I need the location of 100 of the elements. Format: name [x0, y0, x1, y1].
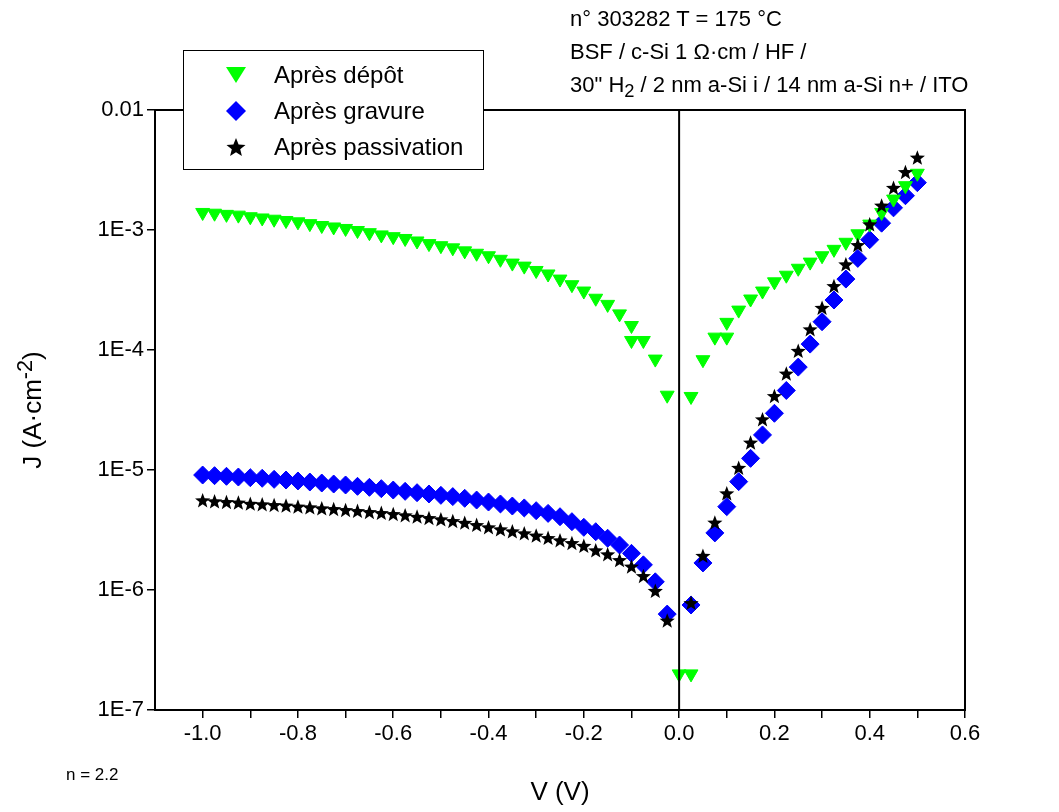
x-tick-label: 0.4: [854, 720, 885, 746]
point: [373, 505, 389, 521]
point: [397, 507, 413, 523]
point: [621, 543, 641, 563]
point: [586, 522, 606, 542]
point: [753, 425, 772, 445]
point: [588, 543, 604, 558]
point: [504, 524, 520, 539]
text: n = 2.2: [66, 765, 119, 785]
point: [610, 535, 630, 555]
point: [647, 583, 663, 599]
point: [848, 248, 868, 268]
x-tick-label: -0.8: [278, 720, 317, 746]
text: BSF / c-Si 1 Ω·cm / HF /: [570, 39, 807, 65]
point: [729, 472, 749, 492]
text: n° 303282 T = 175 °C: [570, 6, 782, 32]
point: [598, 528, 618, 548]
point: [623, 559, 640, 574]
point: [802, 321, 818, 337]
point: [874, 198, 890, 213]
point: [433, 512, 449, 527]
y-tick-label: 1E-7: [97, 696, 144, 722]
point: [897, 164, 914, 180]
point: [909, 150, 925, 165]
point: [717, 497, 737, 517]
point: [528, 528, 544, 543]
point: [326, 501, 342, 517]
point: [266, 497, 282, 513]
x-tick-label: -1.0: [183, 720, 222, 746]
point: [611, 552, 628, 568]
text: 30" H$_{2}$ / 2 nm a-Si i / 14 nm a-Si n+ / ITO: [570, 72, 969, 103]
point: [659, 613, 675, 628]
point: [349, 503, 366, 519]
point: [742, 435, 759, 450]
point: [490, 494, 510, 514]
point: [421, 510, 437, 526]
point: [824, 290, 844, 310]
point: [778, 366, 794, 381]
point: [764, 403, 784, 423]
point: [731, 460, 747, 475]
point: [538, 503, 558, 523]
point: [564, 535, 580, 551]
point: [550, 507, 570, 527]
point: [814, 300, 830, 315]
point: [776, 380, 796, 400]
point: [836, 269, 856, 289]
point: [337, 502, 354, 518]
point: [314, 501, 330, 516]
point: [206, 494, 223, 509]
point: [195, 492, 211, 508]
point: [385, 506, 401, 522]
legend-label: Après gravure: [274, 96, 425, 126]
y-tick-label: 0.01: [101, 96, 144, 122]
point: [719, 486, 735, 501]
point: [707, 515, 723, 530]
point: [218, 494, 235, 510]
point: [302, 500, 318, 515]
point: [290, 499, 306, 514]
point: [254, 496, 270, 512]
point: [576, 538, 592, 554]
point: [633, 555, 653, 575]
point: [552, 533, 568, 548]
point: [574, 517, 594, 537]
y-tick-label: 1E-3: [97, 216, 144, 242]
point: [445, 513, 461, 529]
point: [502, 496, 522, 516]
point: [278, 498, 294, 513]
y-tick-label: 1E-4: [97, 336, 144, 362]
x-tick-label: 0.0: [663, 720, 695, 746]
point: [635, 568, 651, 584]
point: [242, 496, 258, 511]
x-tick-label: -0.2: [564, 720, 603, 746]
point: [812, 312, 832, 332]
point: [540, 530, 556, 546]
point: [695, 548, 711, 564]
point: [492, 522, 509, 537]
y-tick-label: 1E-5: [97, 456, 144, 482]
x-tick-label: -0.4: [469, 720, 508, 746]
point: [838, 257, 854, 272]
point: [480, 519, 497, 535]
point: [409, 509, 425, 524]
x-axis-title: V (V): [530, 775, 590, 806]
point: [230, 495, 246, 510]
point: [850, 237, 866, 253]
point: [600, 546, 616, 562]
point: [741, 448, 761, 468]
point: [516, 525, 532, 541]
x-tick-label: 0.2: [759, 720, 790, 746]
point: [754, 412, 771, 427]
point: [562, 512, 582, 532]
point: [469, 517, 485, 533]
point: [361, 504, 378, 520]
point: [860, 230, 880, 250]
x-tick-label: -0.6: [374, 720, 413, 746]
point: [457, 515, 473, 530]
point: [788, 357, 808, 377]
legend-label: Après dépôt: [274, 60, 404, 90]
point: [885, 180, 902, 195]
point: [766, 388, 783, 404]
y-tick-label: 1E-6: [97, 576, 144, 602]
